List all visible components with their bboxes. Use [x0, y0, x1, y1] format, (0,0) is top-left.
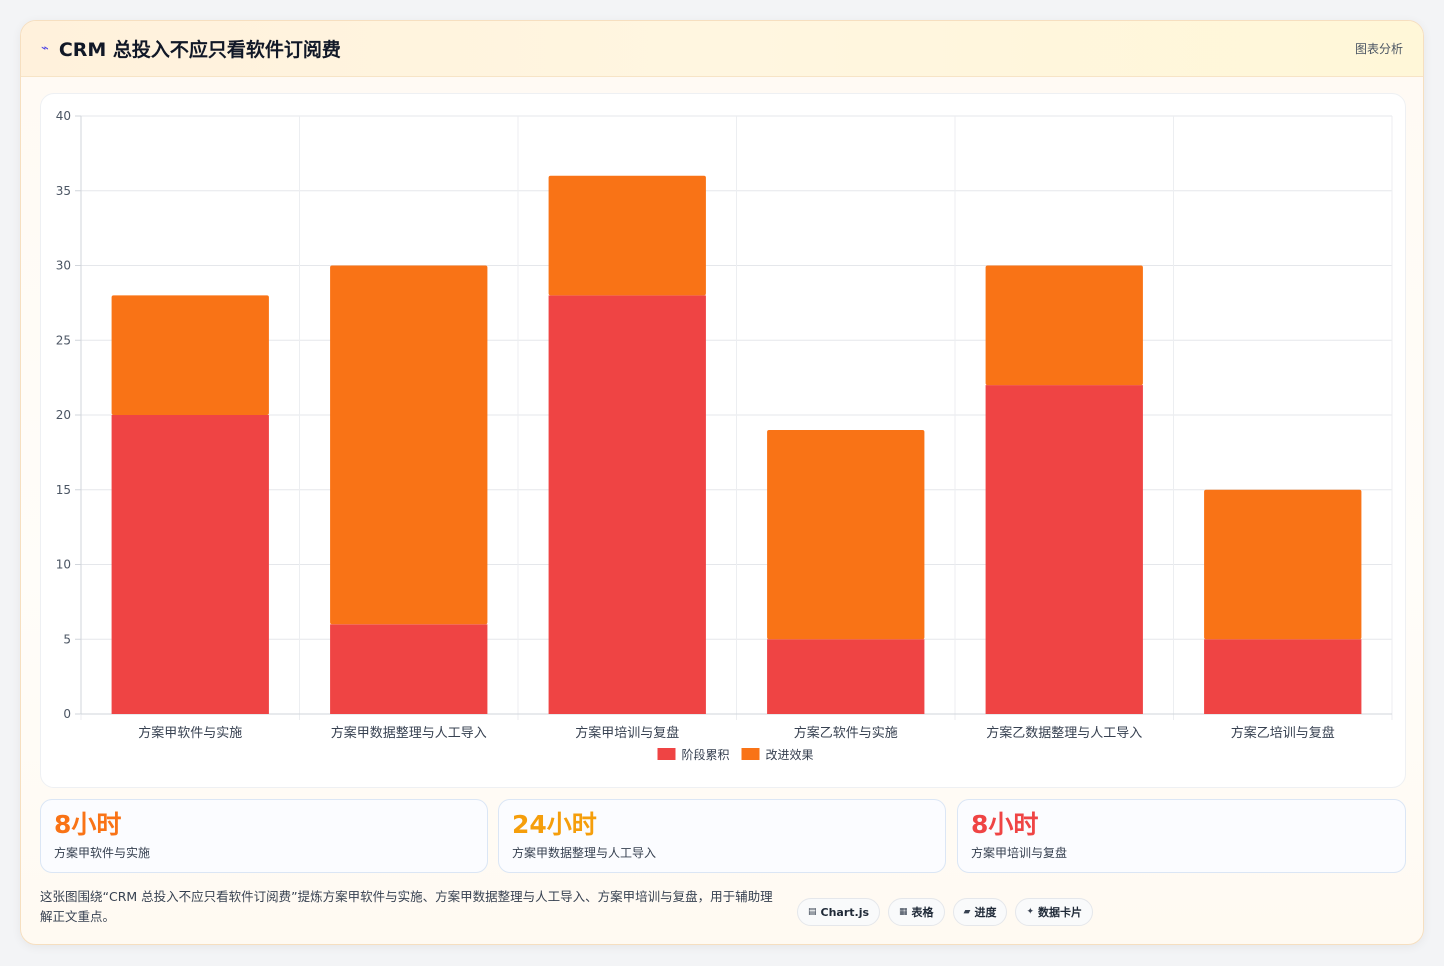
bar-segment — [330, 624, 488, 714]
chart-analysis-tag: 图表分析 — [1354, 42, 1403, 56]
table-icon: ▦ — [899, 907, 908, 917]
kpi-card-3: 8小时 方案甲培训与复盘 — [957, 799, 1406, 873]
chip-progress[interactable]: ▰ 进度 — [952, 898, 1008, 926]
y-tick-label: 40 — [56, 109, 71, 123]
bar-segment — [767, 429, 925, 640]
kpi-label: 方案甲数据整理与人工导入 — [512, 846, 657, 860]
bar-segment — [1204, 639, 1362, 714]
chart-description: 这张图围绕“CRM 总投入不应只看软件订阅费”提炼方案甲软件与实施、方案甲数据整… — [40, 889, 773, 924]
legend-label: 阶段累积 — [682, 747, 730, 762]
bar-segment — [1204, 489, 1362, 640]
x-tick-label: 方案乙软件与实施 — [794, 725, 898, 741]
bar-segment — [111, 415, 269, 714]
chip-label: 进度 — [974, 906, 997, 919]
chip-row: ▤ Chart.js ▦ 表格 ▰ 进度 ✦ 数据卡片 — [797, 898, 1094, 926]
legend-swatch — [741, 748, 760, 760]
y-tick-label: 10 — [56, 558, 71, 572]
chip-table[interactable]: ▦ 表格 — [888, 898, 945, 926]
stacked-bar-chart: 0 5 10 15 20 25 30 35 40 方案甲软件与实施 方案甲数据整理与人工导入 方案甲培… — [56, 109, 1393, 762]
kpi-card-2: 24小时 方案甲数据整理与人工导入 — [498, 799, 946, 873]
chip-chartjs[interactable]: ▤ Chart.js — [797, 898, 881, 926]
chart-panel: 0 5 10 15 20 25 30 35 40 方案甲软件与实施 方案甲数据整理与人工导入 方案甲培… — [40, 93, 1406, 788]
kpi-value: 8小时 — [54, 810, 122, 839]
sparkle-icon: ✦ — [1026, 907, 1035, 917]
chart-icon: ▤ — [808, 907, 817, 917]
pulse-icon: ⌁ — [41, 41, 49, 56]
card-title: CRM 总投入不应只看软件订阅费 — [58, 39, 341, 61]
kpi-value: 24小时 — [512, 810, 597, 839]
y-tick-label: 15 — [56, 483, 71, 497]
x-tick-label: 方案乙数据整理与人工导入 — [986, 725, 1142, 741]
y-tick-label: 30 — [56, 259, 71, 273]
legend-swatch — [657, 748, 676, 760]
bar-segment — [330, 265, 488, 625]
kpi-label: 方案甲软件与实施 — [54, 846, 151, 860]
y-tick-label: 5 — [63, 632, 71, 646]
chip-label: 数据卡片 — [1038, 906, 1083, 919]
progress-icon: ▰ — [963, 907, 971, 917]
x-tick-label: 方案甲培训与复盘 — [575, 725, 679, 741]
y-tick-label: 0 — [63, 707, 71, 721]
y-tick-label: 35 — [56, 184, 71, 198]
legend-label: 改进效果 — [766, 747, 814, 762]
chip-label: Chart.js — [820, 905, 870, 919]
card-header: ⌁ CRM 总投入不应只看软件订阅费 图表分析 — [21, 21, 1423, 77]
kpi-label: 方案甲培训与复盘 — [971, 846, 1068, 860]
x-tick-label: 方案甲软件与实施 — [138, 725, 242, 741]
chip-data-cards[interactable]: ✦ 数据卡片 — [1015, 898, 1094, 926]
chip-label: 表格 — [911, 906, 934, 919]
bar-segment — [767, 639, 925, 714]
x-tick-label: 方案乙培训与复盘 — [1231, 725, 1335, 741]
bar-segment — [548, 295, 706, 714]
kpi-card-1: 8小时 方案甲软件与实施 — [40, 799, 488, 873]
y-tick-label: 25 — [56, 333, 71, 347]
bar-segment — [111, 295, 269, 415]
x-tick-label: 方案甲数据整理与人工导入 — [331, 725, 487, 741]
kpi-value: 8小时 — [971, 810, 1039, 839]
bar-segment — [548, 175, 706, 296]
chart-card: ⌁ CRM 总投入不应只看软件订阅费 图表分析 0 5 10 15 20 25 30 35 40… — [20, 20, 1424, 945]
bar-segment — [985, 385, 1143, 714]
bar-segment — [985, 265, 1143, 386]
y-tick-label: 20 — [56, 408, 71, 422]
